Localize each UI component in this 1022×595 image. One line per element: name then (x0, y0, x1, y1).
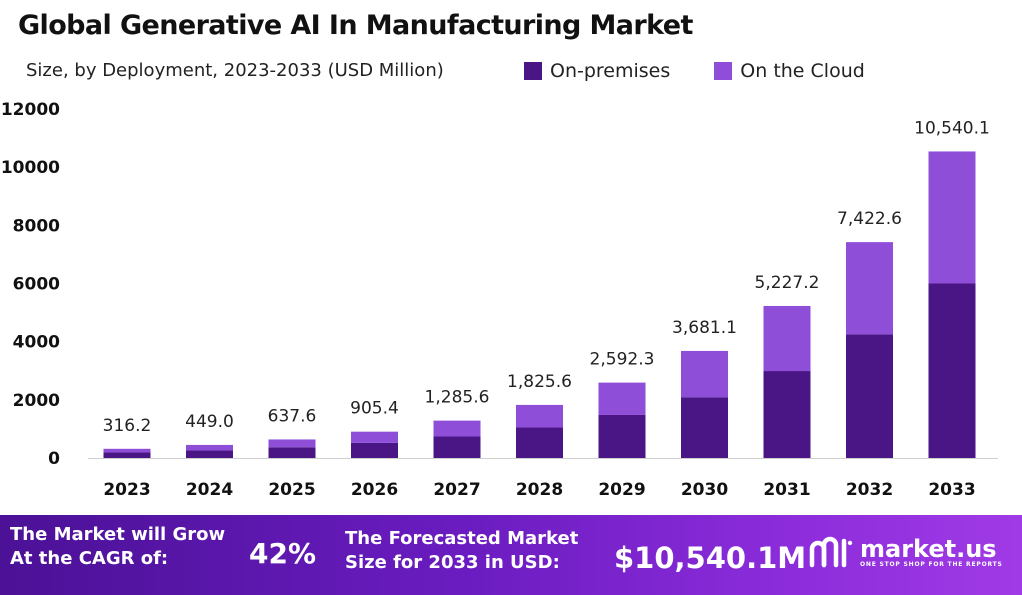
x-tick-label: 2025 (268, 480, 315, 500)
x-tick-label: 2030 (681, 480, 728, 500)
bar-on-the-cloud (268, 439, 316, 448)
bar-on-premises (928, 283, 976, 458)
total-data-label: 905.4 (350, 399, 399, 419)
bar-on-premises (598, 414, 646, 458)
total-data-label: 2,592.3 (590, 350, 655, 370)
bar-on-premises (763, 371, 811, 458)
forecast-label-line1: The Forecasted Market (345, 528, 579, 549)
bar-on-premises (186, 450, 233, 458)
bar-on-the-cloud (103, 448, 151, 453)
x-tick-label: 2033 (928, 480, 975, 500)
legend-label-on-the-cloud: On the Cloud (740, 60, 865, 82)
cagr-value: 42% (249, 537, 317, 570)
x-tick-label: 2026 (351, 480, 398, 500)
forecast-label-line2: Size for 2033 in USD: (345, 552, 560, 573)
y-tick-label: 0 (48, 449, 60, 469)
bar-on-the-cloud (433, 420, 481, 437)
bar-on-the-cloud (846, 242, 893, 335)
cagr-label-line2: At the CAGR of: (10, 548, 169, 569)
legend-swatch-on-premises (524, 62, 542, 80)
y-tick-label: 10000 (1, 158, 60, 178)
legend-item-on-the-cloud: On the Cloud (714, 60, 865, 82)
y-tick-label: 8000 (13, 216, 60, 236)
legend-label-on-premises: On-premises (550, 60, 671, 82)
bar-on-the-cloud (186, 444, 233, 451)
bar-chart: 0 2000 4000 6000 8000 10000 12000 316.2 2023 449.… (1, 100, 998, 500)
total-data-label: 5,227.2 (755, 273, 820, 293)
x-tick-label: 2029 (598, 480, 645, 500)
cagr-label-line1: The Market will Grow (10, 524, 226, 545)
chart-subtitle: Size, by Deployment, 2023-2033 (USD Mill… (26, 60, 444, 81)
cagr-label: The Market will Grow At the CAGR of: (10, 523, 225, 571)
y-tick-label: 4000 (13, 333, 60, 353)
x-tick-label: 2024 (186, 480, 233, 500)
bar-on-the-cloud (598, 382, 646, 415)
bar-on-the-cloud (763, 305, 811, 372)
bar-on-the-cloud (516, 404, 563, 428)
x-tick-label: 2032 (846, 480, 893, 500)
bar-on-the-cloud (351, 431, 398, 443)
chart-legend: On-premises On the Cloud (524, 60, 909, 82)
y-tick-label: 12000 (1, 100, 60, 120)
total-data-label: 10,540.1 (914, 118, 990, 138)
bar-on-premises (846, 334, 893, 458)
total-data-label: 1,825.6 (507, 372, 572, 392)
market-us-logo-icon (809, 536, 853, 568)
bar-on-the-cloud (928, 151, 976, 284)
footer-banner: The Market will Grow At the CAGR of: 42%… (0, 515, 1022, 595)
forecast-value: $10,540.1M (614, 541, 807, 575)
x-tick-label: 2031 (763, 480, 810, 500)
x-tick-label: 2028 (516, 480, 563, 500)
legend-item-on-premises: On-premises (524, 60, 670, 82)
y-tick-label: 2000 (13, 391, 60, 411)
total-data-label: 1,285.6 (425, 388, 490, 408)
total-data-label: 449.0 (185, 412, 234, 432)
legend-swatch-on-the-cloud (714, 62, 733, 80)
bar-on-premises (351, 442, 398, 458)
brand-name: market.us (860, 534, 997, 563)
total-data-label: 316.2 (103, 416, 152, 436)
bar-on-premises (681, 397, 728, 458)
bar-on-the-cloud (681, 350, 728, 398)
total-data-label: 637.6 (268, 406, 317, 426)
y-tick-label: 6000 (13, 275, 60, 295)
total-data-label: 7,422.6 (837, 209, 902, 229)
bar-on-premises (268, 447, 316, 458)
bar-on-premises (103, 452, 151, 458)
x-tick-label: 2023 (103, 480, 150, 500)
bar-on-premises (433, 436, 481, 458)
total-data-label: 3,681.1 (672, 318, 737, 338)
bar-on-premises (516, 427, 563, 458)
brand-tagline: ONE STOP SHOP FOR THE REPORTS (860, 560, 1003, 568)
chart-title: Global Generative AI In Manufacturing Ma… (18, 10, 693, 41)
brand-logo: market.us ONE STOP SHOP FOR THE REPORTS (808, 535, 1003, 569)
x-tick-label: 2027 (433, 480, 480, 500)
forecast-label: The Forecasted Market Size for 2033 in U… (345, 527, 578, 575)
